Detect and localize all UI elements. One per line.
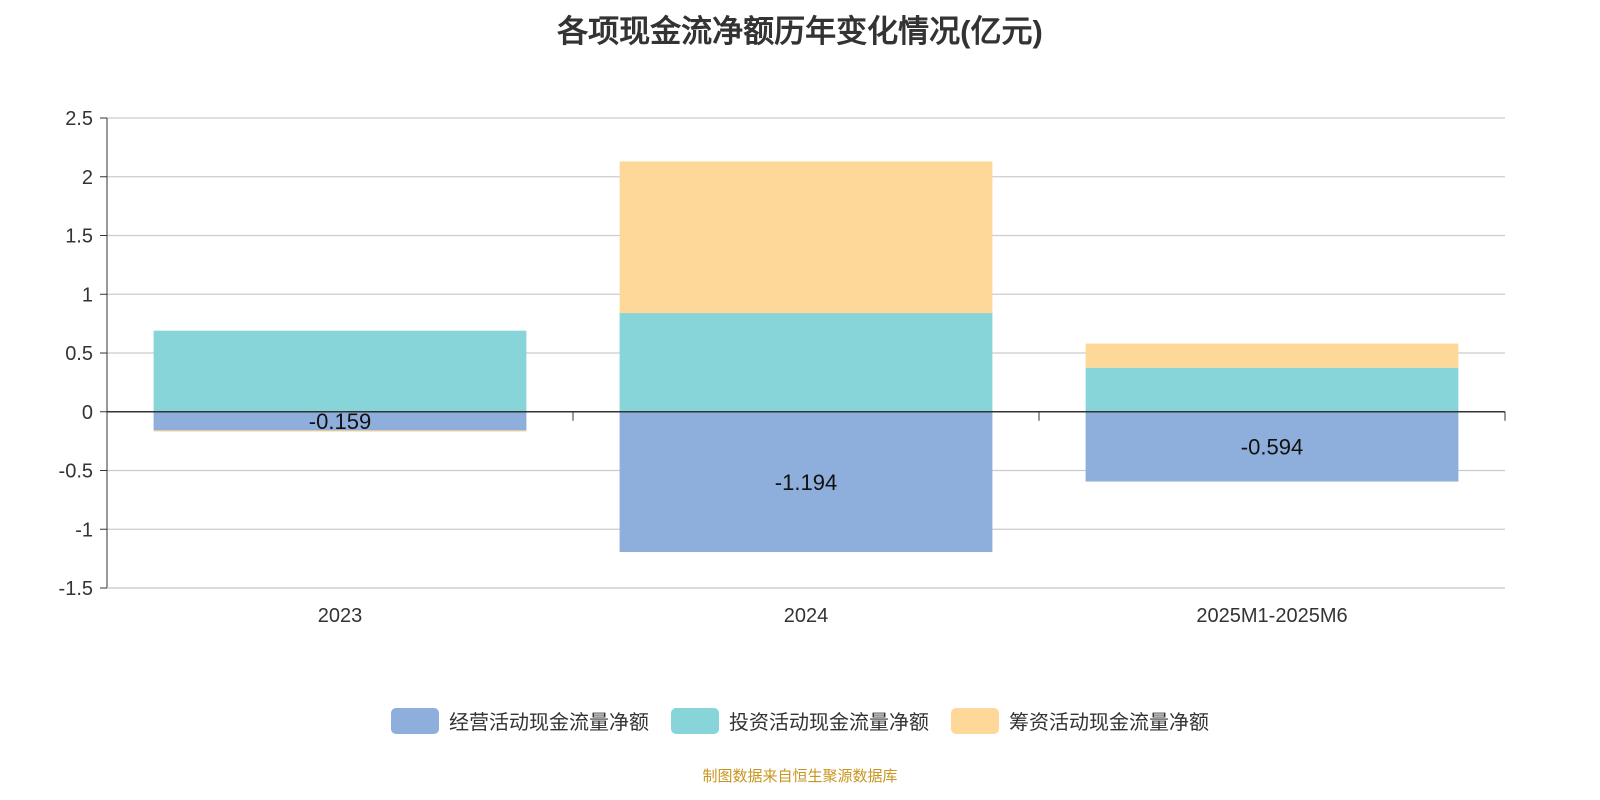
bar-segment[interactable] <box>1085 411 1459 482</box>
bar-segment[interactable] <box>619 161 993 314</box>
bar-segment[interactable] <box>1085 343 1459 368</box>
y-tick-label: -1.5 <box>59 578 93 600</box>
bar-segment[interactable] <box>619 411 993 553</box>
bar-segment[interactable] <box>153 430 527 432</box>
legend-label: 经营活动现金流量净额 <box>449 712 649 734</box>
legend-label: 筹资活动现金流量净额 <box>1009 712 1209 734</box>
bar-segment[interactable] <box>1085 367 1459 412</box>
bar-chart: 2.5 2 1.5 1 0.5 0 -0.5 -1 -1.5 2023 2024 2025M1-202… <box>59 108 1506 627</box>
legend-swatch <box>391 707 439 734</box>
y-tick-label: 0.5 <box>65 343 93 365</box>
legend-item[interactable]: 经营活动现金流量净额 <box>391 706 649 735</box>
y-tick-label: -1 <box>75 519 93 541</box>
legend-swatch <box>951 707 999 734</box>
y-tick-label: 2 <box>82 167 93 189</box>
x-tick-label: 2025M1-2025M6 <box>1196 605 1347 627</box>
bar-segment[interactable] <box>153 411 527 431</box>
y-tick-label: 2.5 <box>65 108 93 130</box>
y-tick-label: 1.5 <box>65 226 93 248</box>
legend-swatch <box>671 707 719 734</box>
bar-segment[interactable] <box>153 330 527 412</box>
data-label: -0.594 <box>1241 435 1303 460</box>
x-tick-label: 2024 <box>784 605 829 627</box>
y-tick-label: 1 <box>82 284 93 306</box>
legend-item[interactable]: 投资活动现金流量净额 <box>671 706 929 735</box>
y-tick-label: 0 <box>82 402 93 424</box>
legend: 经营活动现金流量净额 投资活动现金流量净额 筹资活动现金流量净额 <box>0 706 1600 735</box>
x-tick-label: 2023 <box>318 605 363 627</box>
bar-segment[interactable] <box>619 313 993 412</box>
y-tick-label: -0.5 <box>59 461 93 483</box>
legend-item[interactable]: 筹资活动现金流量净额 <box>951 706 1209 735</box>
data-label: -0.159 <box>309 409 371 434</box>
source-note: 制图数据来自恒生聚源数据库 <box>702 768 898 785</box>
legend-label: 投资活动现金流量净额 <box>729 712 929 734</box>
chart-title: 各项现金流净额历年变化情况(亿元) <box>557 14 1043 49</box>
data-label: -1.194 <box>775 470 837 495</box>
